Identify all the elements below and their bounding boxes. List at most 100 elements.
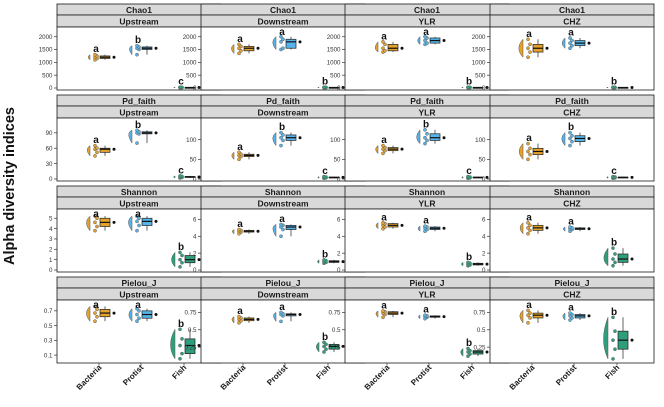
jitter-point [528, 146, 532, 151]
group-fish: b [603, 238, 634, 268]
strip-habitat-label: Upstream [119, 198, 159, 208]
violin-half [375, 145, 379, 154]
jitter-point [135, 306, 139, 311]
strip-habitat-label: Downstream [257, 107, 308, 117]
jitter-point [135, 219, 139, 224]
jitter-point [95, 146, 99, 151]
violin-half [416, 129, 421, 145]
mean-point [256, 229, 260, 233]
violin-half [519, 309, 524, 324]
jitter-point [381, 220, 385, 225]
x-tick-label: Protist [554, 363, 579, 388]
jitter-point [279, 143, 283, 148]
jitter-point [279, 234, 283, 239]
mean-point [630, 257, 634, 261]
y-tick-label: 0.1 [44, 352, 53, 359]
jitter-point [281, 46, 285, 51]
mean-point [545, 149, 549, 153]
y-tick-label: 0 [337, 176, 341, 183]
mean-point [341, 344, 345, 348]
x-tick-label: Protist [409, 363, 434, 388]
y-tick-label: 50 [334, 157, 341, 164]
violin-half [273, 312, 277, 323]
jitter-point [95, 314, 99, 319]
jitter-point [279, 135, 283, 140]
jitter-point [281, 37, 285, 42]
group-protist: a [272, 214, 302, 239]
strip-habitat-label: CHZ [563, 289, 580, 299]
plot-area [56, 26, 222, 91]
jitter-point [423, 34, 427, 39]
y-tick-label: 30 [46, 161, 53, 168]
jitter-point [568, 143, 572, 148]
strip-metric-label: Shannon [121, 187, 157, 197]
group-fish: c [173, 165, 201, 180]
y-tick-label: 50 [479, 157, 486, 164]
jitter-point [93, 311, 97, 315]
box [617, 253, 629, 263]
significance-letter: b [135, 35, 141, 46]
y-tick-label: 1500 [183, 47, 197, 54]
mean-point [442, 315, 446, 319]
y-tick-label: 6 [193, 217, 197, 224]
jitter-point [381, 309, 385, 313]
y-tick-label: 0 [49, 267, 53, 274]
y-tick-label: 1 [49, 257, 53, 264]
mean-point [298, 136, 302, 140]
violin-half [173, 175, 176, 179]
jitter-point [93, 228, 97, 233]
jitter-point [93, 52, 97, 57]
y-tick-label: 500 [475, 72, 486, 79]
group-protist: b [272, 122, 302, 148]
jitter-point [237, 51, 241, 56]
mean-point [256, 153, 260, 157]
jitter-point [570, 43, 574, 48]
y-tick-label: 0 [337, 85, 341, 92]
jitter-point [180, 260, 184, 265]
violin-half [232, 229, 235, 235]
x-tick-label: Bacteria [363, 363, 392, 392]
violin-half [461, 176, 464, 179]
mean-point [587, 314, 591, 318]
violin-half [375, 222, 379, 230]
jitter-point [178, 265, 182, 269]
y-tick-label: 1000 [39, 60, 53, 67]
jitter-point [466, 85, 470, 90]
group-fish: b [317, 249, 345, 266]
y-tick-label: 5 [49, 215, 53, 222]
violin-half [374, 41, 379, 53]
jitter-point [423, 141, 427, 146]
group-bacteria: a [518, 133, 549, 162]
y-tick-label: 0 [482, 85, 486, 92]
jitter-point [95, 224, 99, 229]
significance-letter: b [322, 77, 328, 88]
plot-area [344, 208, 510, 273]
y-tick-label: 6 [482, 217, 486, 224]
mean-point [442, 39, 446, 43]
group-fish: c [173, 77, 201, 90]
jitter-point [322, 258, 326, 262]
mean-point [256, 317, 260, 321]
jitter-point [135, 43, 139, 48]
strip-metric-label: Shannon [409, 187, 445, 197]
jitter-point [528, 311, 532, 315]
jitter-point [137, 316, 141, 321]
y-tick-label: 1500 [39, 47, 53, 54]
y-tick-label: 0.75 [328, 310, 341, 317]
jitter-point [135, 52, 139, 57]
strip-habitat-label: Downstream [257, 198, 308, 208]
jitter-point [466, 174, 470, 179]
significance-letter: c [178, 77, 184, 88]
significance-letter: a [279, 27, 285, 38]
jitter-point [423, 135, 427, 140]
strip-metric-label: Pielou_J [410, 278, 445, 288]
y-tick-label: 2000 [327, 34, 341, 41]
significance-letter: b [611, 307, 617, 318]
significance-letter: a [135, 209, 141, 220]
y-tick-label: 0 [482, 267, 486, 274]
